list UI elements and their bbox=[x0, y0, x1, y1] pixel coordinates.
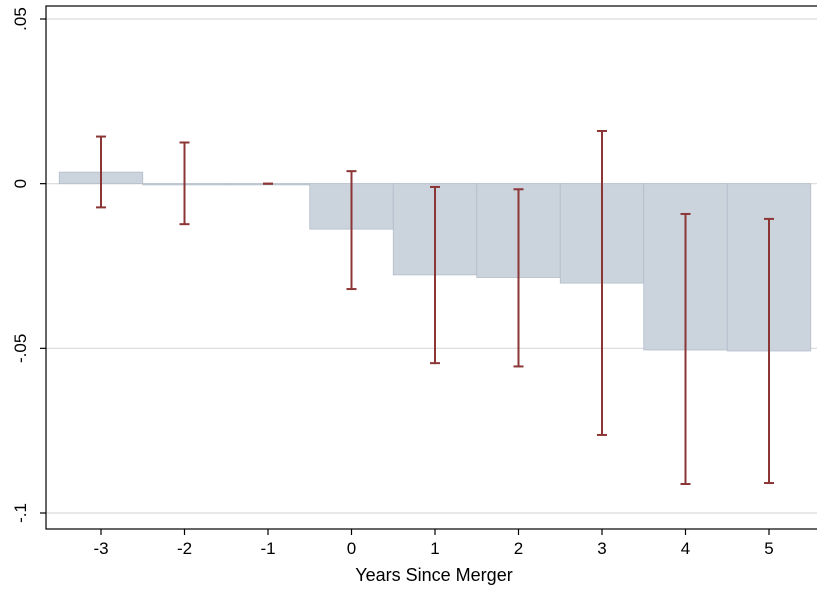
x-tick-label: 2 bbox=[514, 539, 523, 558]
error-bar bbox=[346, 170, 357, 291]
x-tick-label: -1 bbox=[260, 539, 275, 558]
error-bars bbox=[96, 129, 774, 486]
y-tick-label: .05 bbox=[11, 7, 30, 31]
error-bar bbox=[764, 217, 774, 485]
error-bar bbox=[680, 212, 691, 486]
plot-frame bbox=[45, 5, 817, 530]
x-tick-label: 4 bbox=[681, 539, 690, 558]
x-tick-label: 1 bbox=[430, 539, 439, 558]
y-tick-label: -.05 bbox=[11, 334, 30, 363]
error-bar bbox=[179, 141, 190, 226]
x-tick-label: -3 bbox=[93, 539, 108, 558]
x-tick-label: -2 bbox=[177, 539, 192, 558]
y-axis: -.1 -.05 0 .05 bbox=[11, 7, 46, 523]
error-bar bbox=[597, 129, 607, 436]
x-axis-title: Years Since Merger bbox=[355, 565, 512, 585]
error-bar bbox=[513, 188, 524, 368]
error-bar bbox=[96, 135, 106, 209]
x-axis: -3 -2 -1 0 1 2 3 4 5 bbox=[93, 529, 774, 558]
y-tick-label: -.1 bbox=[11, 503, 30, 523]
error-bar bbox=[430, 185, 440, 365]
x-tick-label: 0 bbox=[347, 539, 356, 558]
x-tick-label: 5 bbox=[764, 539, 773, 558]
y-tick-label: 0 bbox=[11, 179, 30, 188]
x-tick-label: 3 bbox=[597, 539, 606, 558]
